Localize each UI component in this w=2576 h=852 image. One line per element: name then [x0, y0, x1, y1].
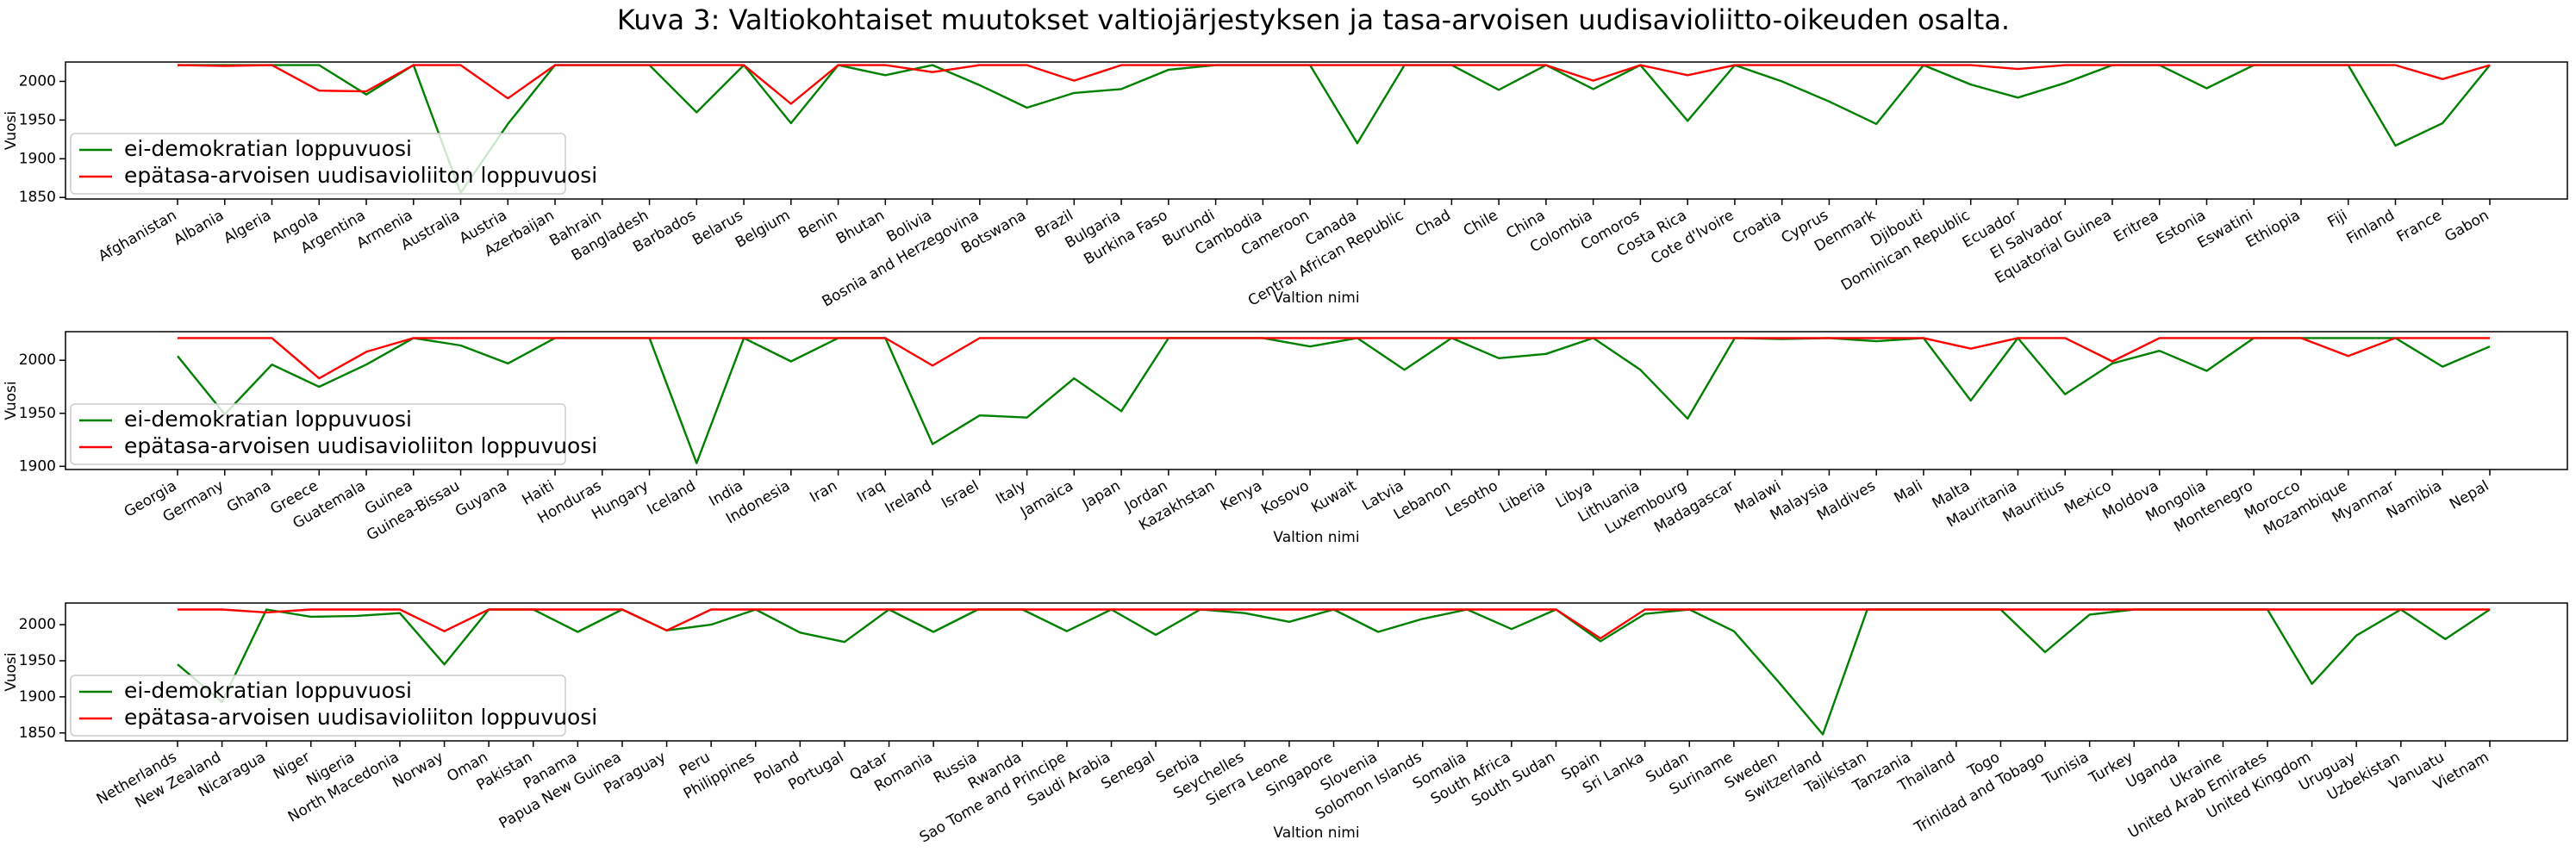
x-tick-label: Benin	[795, 207, 840, 243]
x-tick-label: Tunisia	[2039, 749, 2092, 789]
x-tick-label: Lesotho	[1443, 477, 1501, 521]
x-tick-label: Kosovo	[1258, 477, 1312, 519]
x-axis-label: Valtion nimi	[1273, 824, 1359, 842]
y-tick-label: 1900	[19, 150, 56, 167]
legend-label: ei-demokratian loppuvuosi	[124, 407, 412, 432]
x-tick-label: Iran	[807, 477, 840, 507]
legend: ei-demokratian loppuvuosiepätasa-arvoise…	[70, 133, 597, 195]
legend-label: ei-demokratian loppuvuosi	[124, 678, 412, 703]
y-axis-label: Vuosi	[3, 652, 20, 691]
legend-box	[70, 133, 566, 195]
legend-label: epätasa-arvoisen uudisavioliiton loppuvu…	[124, 163, 597, 188]
legend-box	[70, 403, 566, 465]
legend-label: ei-demokratian loppuvuosi	[124, 136, 412, 161]
plot-frame	[65, 331, 2568, 470]
x-tick-label: Chad	[1413, 207, 1454, 240]
x-tick-label: Norway	[390, 749, 446, 792]
x-tick-label: Mali	[1892, 477, 1926, 507]
x-axis-label: Valtion nimi	[1273, 289, 1359, 307]
x-tick-label: Iceland	[645, 477, 699, 519]
y-tick-label: 1900	[19, 457, 56, 475]
x-tick-label: Fiji	[2325, 207, 2351, 232]
y-tick-label: 1900	[19, 688, 56, 706]
subplot: 1850 1900 1950 2000 AfghanistanAlbaniaAlgeri…	[3, 61, 2568, 311]
y-tick-label: 1950	[19, 652, 56, 669]
legend-label: epätasa-arvoisen uudisavioliiton loppuvu…	[124, 705, 597, 730]
plot-frame	[65, 61, 2568, 200]
x-tick-label: Ireland	[883, 477, 935, 518]
x-tick-label: Ghana	[224, 477, 274, 516]
x-tick-label: Nepal	[2447, 477, 2492, 513]
y-tick-label: 2000	[19, 72, 56, 90]
plot-frame	[65, 602, 2568, 742]
x-tick-label: Chile	[1461, 207, 1501, 240]
x-tick-label: Croatia	[1730, 207, 1784, 248]
figure-title: Kuva 3: Valtiokohtaiset muutokset valtio…	[617, 3, 2010, 36]
y-tick-label: 1850	[19, 725, 56, 742]
y-tick-label: 1950	[19, 111, 56, 128]
x-tick-label: Kuwait	[1308, 477, 1359, 517]
y-axis-label: Vuosi	[3, 381, 20, 420]
legend-label: epätasa-arvoisen uudisavioliiton loppuvu…	[124, 433, 597, 458]
legend-box	[70, 675, 566, 737]
x-tick-label: France	[2394, 207, 2445, 246]
x-tick-label: Japan	[1079, 477, 1124, 513]
x-tick-label: Jamaica	[1017, 477, 1076, 521]
y-axis-label: Vuosi	[3, 111, 20, 150]
x-tick-label: Eritrea	[2111, 207, 2161, 246]
x-tick-label: Bhutan	[833, 207, 888, 248]
data-line	[177, 64, 2491, 105]
x-tick-label: Israel	[939, 477, 982, 513]
x-tick-label: Guyana	[452, 477, 510, 520]
legend: ei-demokratian loppuvuosiepätasa-arvoise…	[70, 403, 597, 465]
x-axis-label: Valtion nimi	[1273, 529, 1359, 546]
data-line	[178, 608, 2490, 640]
x-tick-label: Ethiopia	[2243, 207, 2304, 252]
x-tick-label: Albania	[171, 207, 227, 249]
y-tick-label: 2000	[19, 616, 56, 633]
x-tick-label: Gabon	[2442, 207, 2492, 246]
subplot: 190019502000GeorgiaGermanyGhanaGreeceGua…	[3, 331, 2568, 546]
x-tick-label: Liberia	[1497, 477, 1549, 517]
x-tick-label: Kenya	[1218, 477, 1265, 514]
y-tick-label: 1850	[19, 189, 56, 206]
legend: ei-demokratian loppuvuosiepätasa-arvoise…	[70, 675, 597, 737]
y-tick-label: 2000	[19, 351, 56, 369]
y-tick-label: 1950	[19, 405, 56, 422]
x-tick-label: Afghanistan	[96, 207, 180, 265]
x-tick-label: Algeria	[221, 207, 274, 247]
x-tick-label: Finland	[2343, 207, 2398, 248]
data-line	[178, 337, 2490, 380]
x-tick-label: Belgium	[733, 207, 793, 252]
